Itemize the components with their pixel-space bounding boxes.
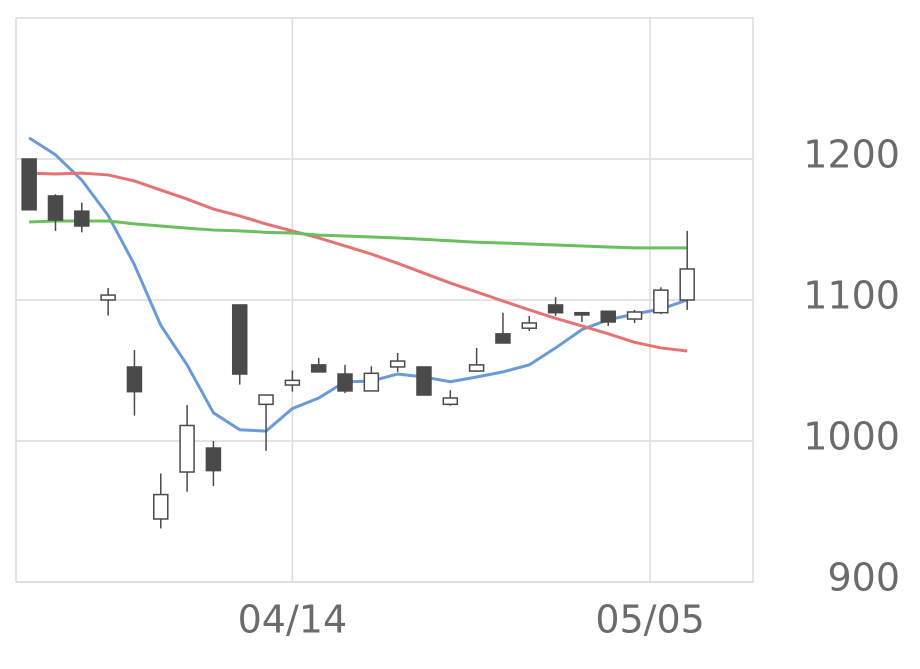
candle-body: [574, 311, 590, 316]
candle-body: [600, 310, 616, 323]
x-tick-label: 05/05: [595, 598, 705, 642]
moving-average-line: [29, 219, 688, 250]
y-tick-label: 1100: [803, 274, 900, 318]
candle-body: [653, 289, 669, 314]
candle-body: [547, 304, 564, 314]
candle-body: [337, 373, 353, 392]
y-tick-label: 900: [827, 556, 900, 600]
moving-average-line: [28, 136, 688, 433]
candle-body: [179, 424, 195, 473]
candle-body: [126, 366, 143, 393]
candle-body: [74, 210, 90, 227]
candle-body: [468, 364, 485, 372]
candle-body: [21, 158, 37, 211]
candle-body: [258, 394, 274, 406]
candle-body: [389, 360, 406, 368]
candle-body: [231, 304, 248, 375]
candle-body: [100, 294, 116, 301]
x-tick-label: 04/14: [238, 598, 348, 642]
candle-body: [47, 195, 64, 221]
candle-body: [626, 311, 643, 320]
candle-body: [363, 372, 380, 392]
y-tick-label: 1000: [803, 415, 900, 459]
candle-body: [679, 268, 695, 301]
candle-body: [284, 379, 301, 386]
candle-body: [310, 364, 327, 373]
candle-body: [495, 333, 511, 344]
candle-body: [205, 447, 222, 472]
candle-body: [416, 366, 432, 396]
y-tick-label: 1200: [803, 133, 900, 177]
candle-body: [521, 322, 538, 329]
candle-body: [442, 397, 459, 406]
moving-average-line: [29, 171, 688, 353]
candle-body: [153, 493, 169, 520]
